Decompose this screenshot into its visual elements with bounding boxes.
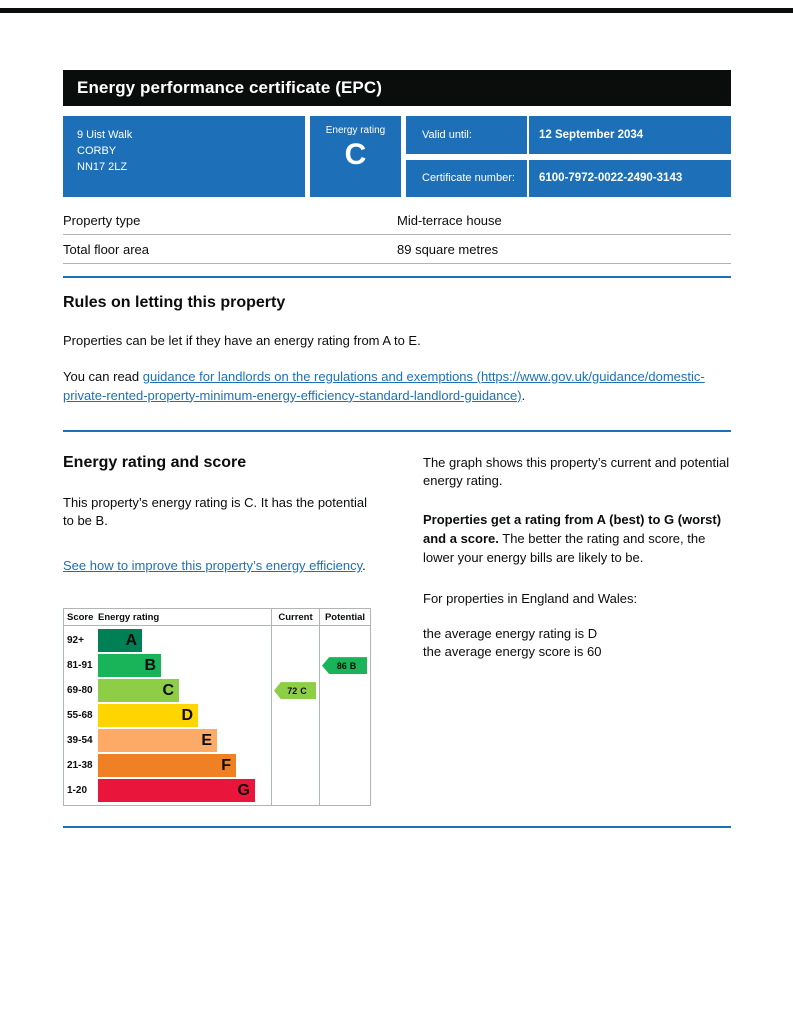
property-type-value: Mid-terrace house [397,206,731,235]
rating-scale-rest: The better the rating and score, the low… [423,531,706,565]
band-letter: G [237,781,250,799]
current-letter: C [300,685,307,696]
letting-rules-section: Rules on letting this property Propertie… [63,294,731,406]
energy-rating-section: Energy rating and score This property’s … [63,454,731,807]
certificate-number-row: Certificate number: 6100-7972-0022-2490-… [406,159,731,197]
epc-band-row: 92+ A [64,628,271,653]
epc-chart-header: Score Energy rating Current Potential [64,609,370,627]
score-column-header: Score [67,612,94,624]
band-letter: C [162,681,174,699]
epc-chart: Score Energy rating Current Potential 92… [63,608,371,807]
rating-scale-bold: Properties get a rating from A (best) to… [423,512,722,547]
floor-area-label: Total floor area [63,234,397,264]
epc-band-row: 39-54 E [64,728,271,753]
band-bar: F [98,754,236,778]
top-border-bar [0,8,793,13]
potential-rating-column: 86 B [319,626,370,806]
property-facts-table: Property type Mid-terrace house Total fl… [63,206,731,264]
average-rating-line: the average energy rating is D [423,625,598,641]
rating-column-header: Energy rating [98,612,160,624]
potential-letter: B [349,660,357,671]
current-column-header: Current [271,609,319,626]
section-divider [63,276,731,278]
floor-area-value: 89 square metres [397,234,731,264]
band-letter: E [201,731,212,749]
energy-rating-box: Energy rating C [310,116,401,197]
epc-band-row: 69-80 C [64,678,271,703]
band-score: 92+ [67,635,84,647]
band-bar: B [98,654,161,678]
letting-rules-text: Properties can be let if they have an en… [63,333,421,348]
valid-until-value: 12 September 2034 [527,116,643,154]
address-line-3: NN17 2LZ [77,160,128,173]
certificate-page: Energy performance certificate (EPC) 9 U… [63,70,731,829]
epc-band-row: 81-91 B [64,653,271,678]
rating-section-heading: Energy rating and score [63,453,247,471]
valid-until-row: Valid until: 12 September 2034 [406,116,731,154]
energy-rating-value: C [344,138,367,171]
rating-bands: 92+ A 81-91 B 69-80 C 55-68 [64,626,271,805]
landlord-guidance-link[interactable]: guidance for landlords on the regulation… [63,368,705,403]
summary-details: Valid until: 12 September 2034 Certifica… [406,116,731,197]
landlord-guidance-text: You can read guidance for landlords on t… [63,368,713,406]
band-score: 69-80 [67,685,93,697]
improve-efficiency-link[interactable]: See how to improve this property’s energ… [63,558,363,574]
band-letter: D [181,706,193,724]
address-line-1: 9 Uist Walk [77,129,133,141]
band-bar: D [98,704,198,728]
rating-summary-column: Energy rating and score This property’s … [63,454,371,807]
band-letter: F [221,756,231,774]
certificate-number-value: 6100-7972-0022-2490-3143 [527,159,682,197]
band-score: 1-20 [67,785,88,797]
improve-efficiency-text: See how to improve this property’s energ… [63,557,371,576]
energy-rating-label: Energy rating [325,125,386,136]
band-letter: B [144,656,156,674]
section-divider [63,826,731,829]
current-rating-column: 72 C [271,626,319,806]
valid-until-label: Valid until: [422,128,472,141]
band-score: 55-68 [67,710,93,722]
potential-column-header: Potential [319,609,370,626]
band-score: 39-54 [67,735,93,747]
section-divider [63,429,731,432]
band-score: 21-38 [67,760,93,772]
table-row: Total floor area 89 square metres [63,234,731,264]
potential-rating-arrow: 86 B [322,657,367,675]
page-title-bar: Energy performance certificate (EPC) [63,70,731,106]
improve-link-suffix: . [362,558,366,574]
address-line-2: CORBY [77,144,117,157]
current-score: 72 [287,685,298,696]
epc-band-row: 21-38 F [64,753,271,778]
letting-rules-heading: Rules on letting this property [63,294,286,311]
band-bar: A [98,629,142,653]
summary-panel: 9 Uist Walk CORBY NN17 2LZ Energy rating… [63,116,731,197]
potential-score: 86 [336,660,347,671]
certificate-number-label: Certificate number: [422,172,515,185]
band-bar: E [98,729,217,753]
band-score: 81-91 [67,660,93,672]
property-type-label: Property type [63,206,397,235]
table-row: Property type Mid-terrace house [63,206,731,235]
current-rating-arrow: 72 C [274,682,316,700]
average-score-line: the average energy score is 60 [423,644,602,660]
band-bar: C [98,679,179,703]
guidance-text-suffix: . [521,387,526,403]
guidance-text-prefix: You can read [63,368,143,384]
rating-explanation-column: The graph shows this property’s current … [423,454,731,807]
band-bar: G [98,779,255,803]
epc-band-row: 55-68 D [64,703,271,728]
graph-explainer-text: The graph shows this property’s current … [423,454,730,489]
average-values-text: the average energy rating is D the averag… [423,625,731,663]
band-letter: A [125,631,137,649]
property-address: 9 Uist Walk CORBY NN17 2LZ [63,116,305,197]
rating-summary-text: This property’s energy rating is C. It h… [63,494,367,529]
region-intro-text: For properties in England and Wales: [423,590,638,606]
rating-scale-text: Properties get a rating from A (best) to… [423,511,731,568]
page-title: Energy performance certificate (EPC) [77,78,382,97]
epc-chart-body: 92+ A 81-91 B 69-80 C 55-68 [64,626,370,806]
epc-band-row: 1-20 G [64,778,271,803]
